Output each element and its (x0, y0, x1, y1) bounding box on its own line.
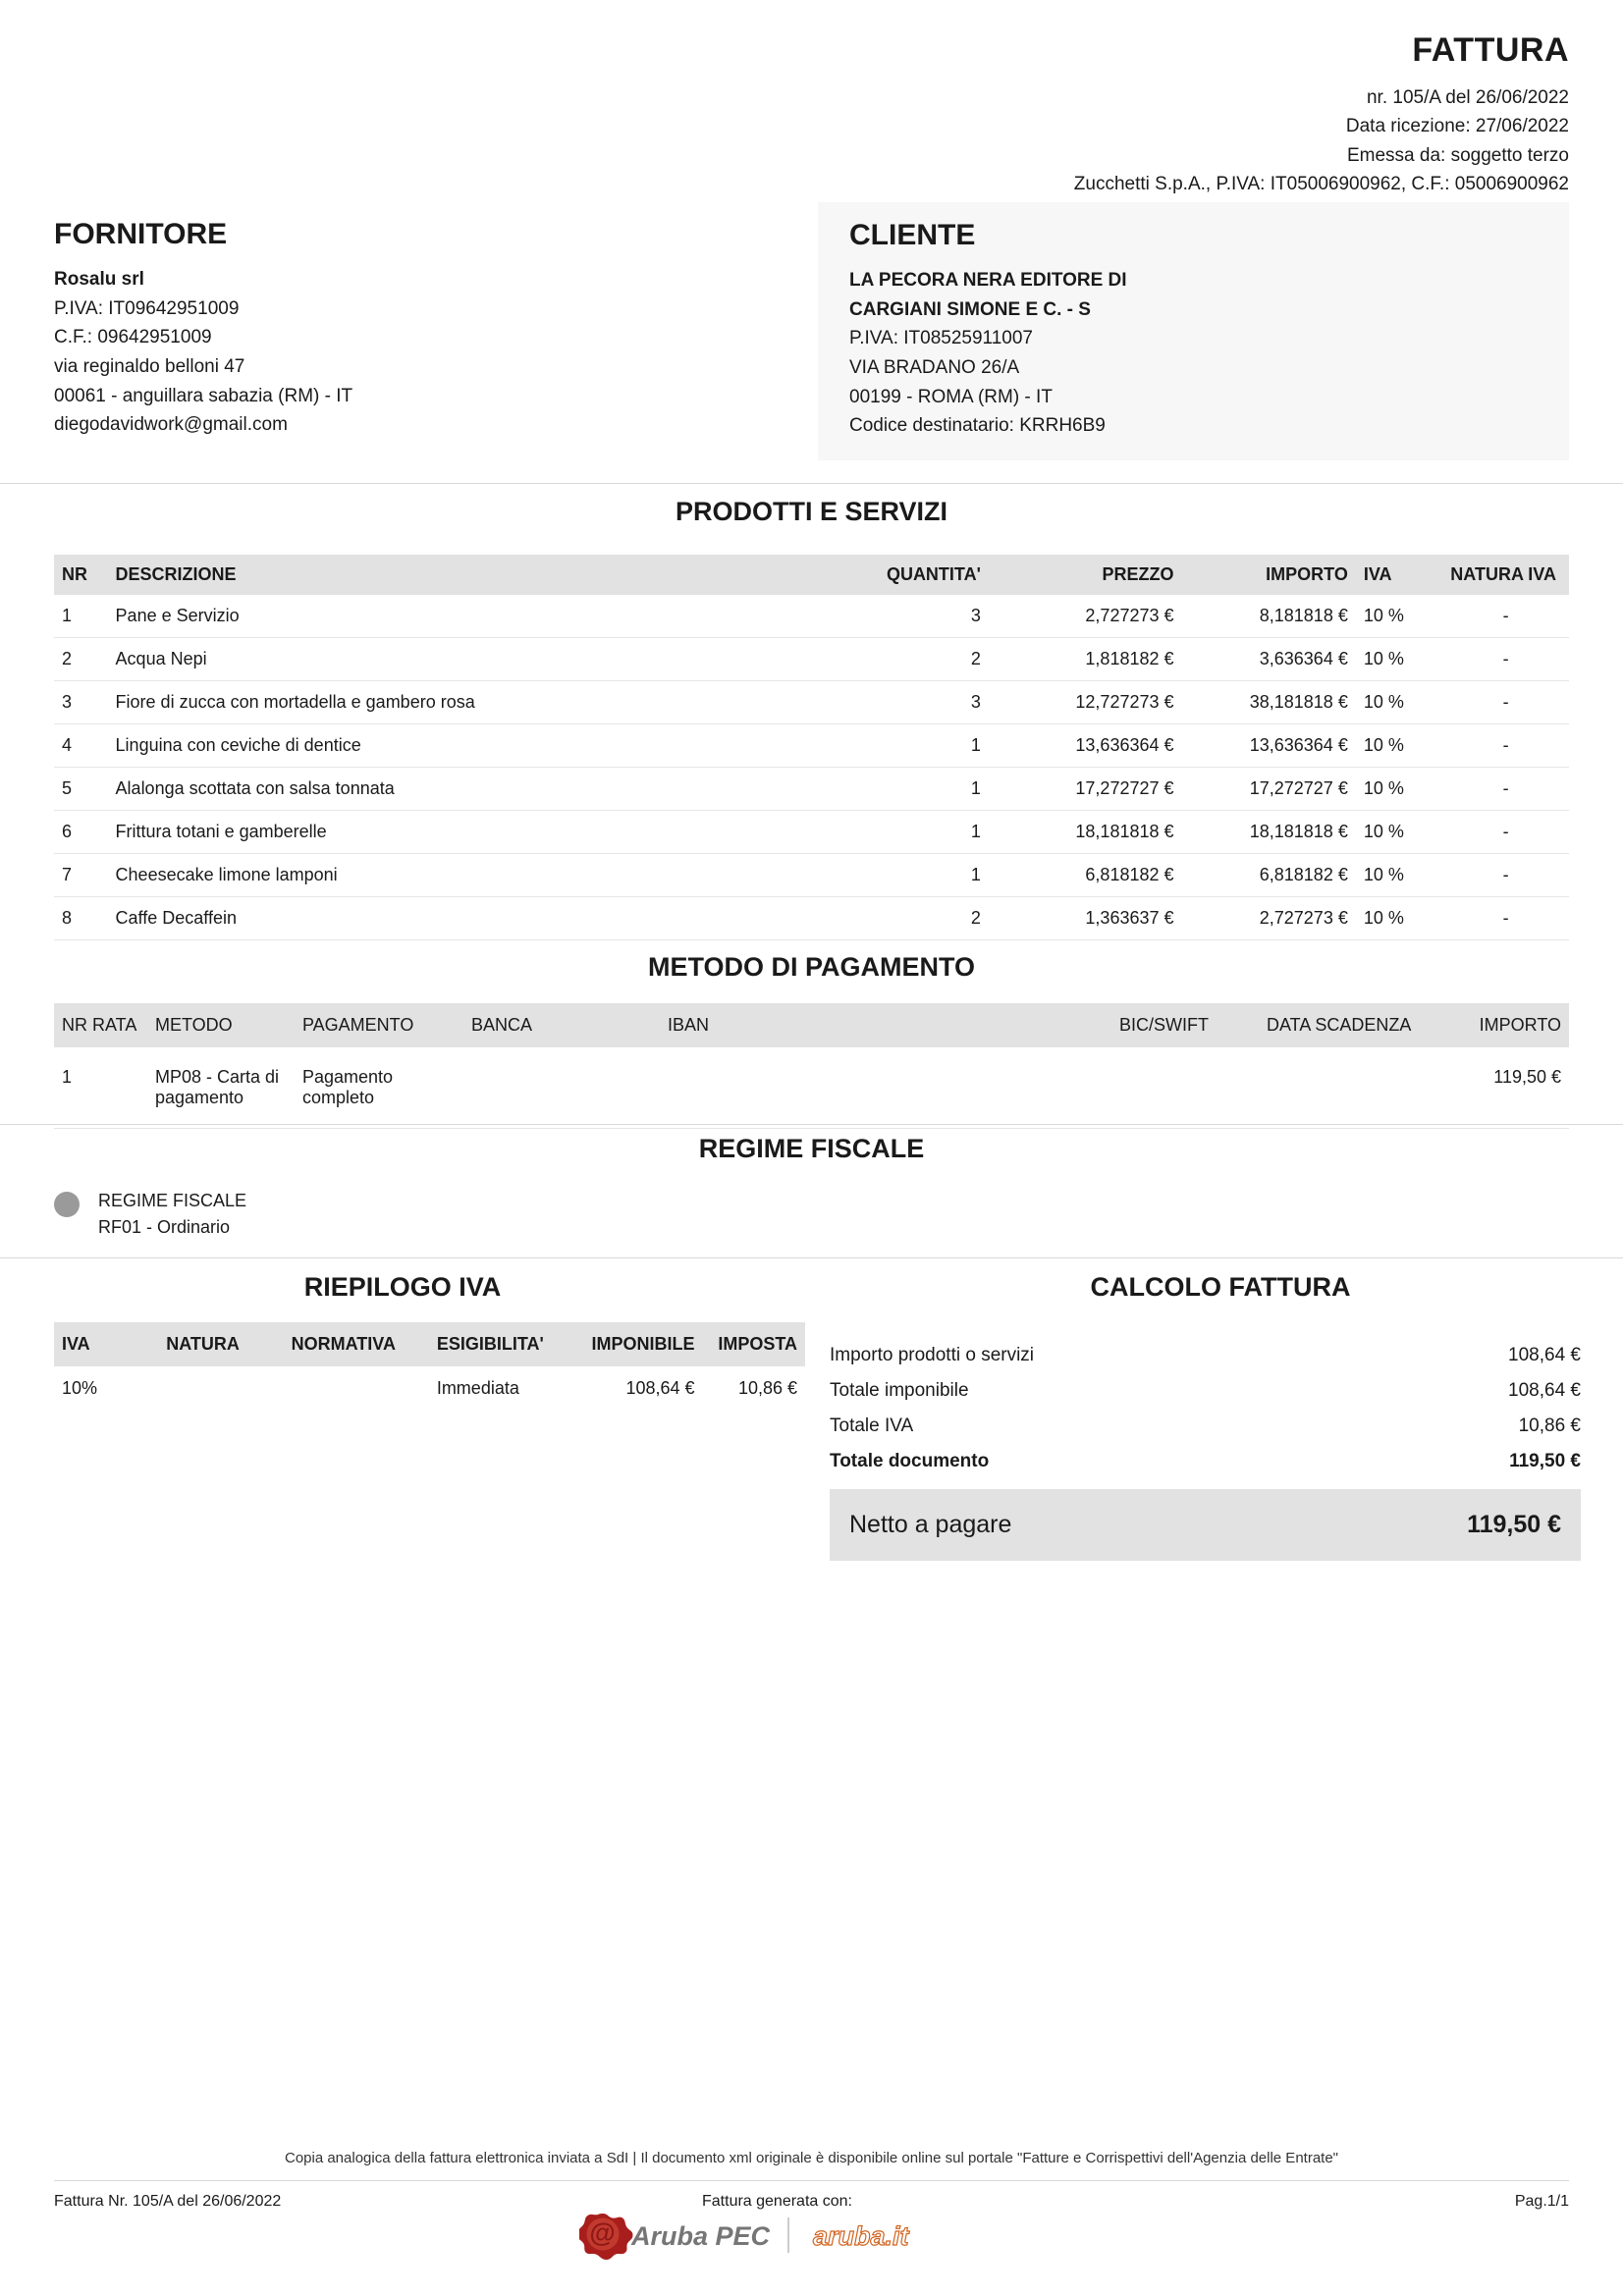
svg-text:aruba.it: aruba.it (813, 2221, 910, 2251)
svg-text:Aruba PEC: Aruba PEC (630, 2221, 771, 2251)
svg-text:@: @ (589, 2218, 615, 2248)
